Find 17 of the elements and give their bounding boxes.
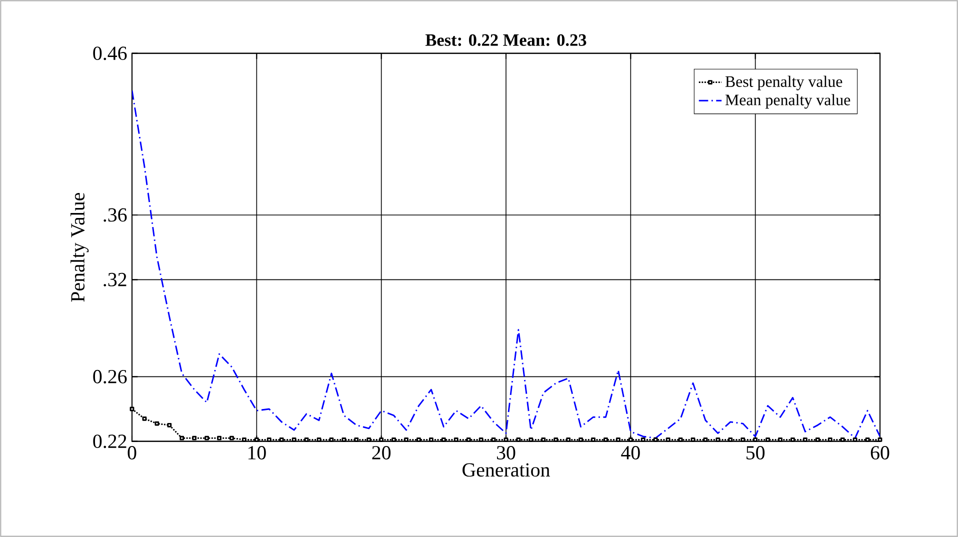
x-tick-label: 40	[621, 446, 640, 460]
legend-label: Mean penalty value	[725, 94, 850, 109]
y-tick-label: .36	[104, 208, 127, 222]
y-tick-label: 0.26	[93, 370, 127, 384]
x-tick-label: 0	[128, 446, 136, 460]
y-axis-title: Penalty Value	[70, 192, 89, 302]
x-tick-label: 50	[746, 446, 765, 460]
x-tick-label: 20	[372, 446, 391, 460]
chart-title: Best: 0.22 Mean: 0.23	[425, 34, 586, 46]
y-tick-label: 0.46	[93, 46, 127, 60]
legend-label: Best penalty value	[725, 76, 842, 90]
y-tick-label: .32	[104, 272, 126, 286]
x-axis-title: Generation	[462, 463, 550, 477]
y-tick-label: 0.22	[93, 434, 126, 448]
x-tick-label: 10	[248, 446, 266, 460]
x-tick-label: 60	[870, 446, 890, 460]
x-tick-label: 30	[496, 446, 516, 460]
